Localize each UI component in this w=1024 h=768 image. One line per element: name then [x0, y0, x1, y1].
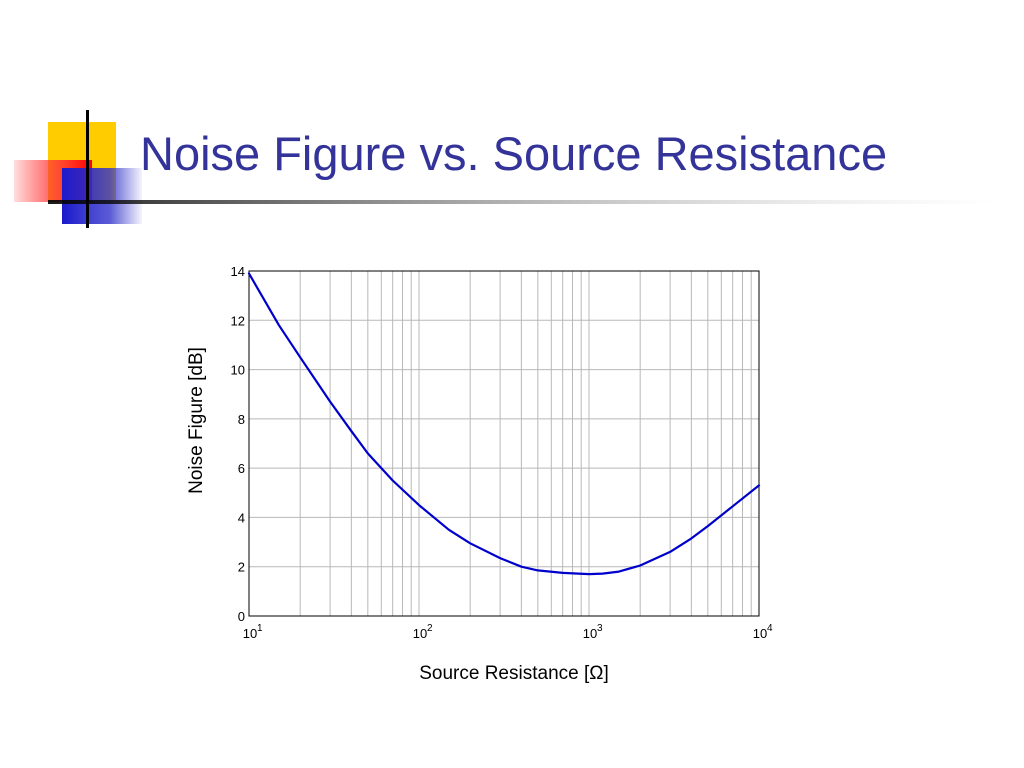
x-axis-ticks: 10 1 10 2 10 3 10 4 [243, 623, 773, 641]
y-tick-label: 12 [231, 313, 245, 328]
slide-decoration [14, 110, 1000, 228]
noise-figure-series-line [247, 272, 761, 576]
y-tick-label: 2 [238, 560, 245, 575]
plot-frame [248, 270, 760, 617]
x-tick-base: 10 [583, 626, 597, 641]
blue-gradient-bar [62, 168, 142, 224]
grid-lines [249, 271, 759, 616]
vertical-rule [86, 110, 89, 228]
x-tick-base: 10 [243, 626, 257, 641]
x-tick-exponent: 1 [257, 623, 263, 634]
x-axis-label: Source Resistance [Ω] [419, 663, 609, 684]
x-tick-label: 10 4 [753, 623, 773, 641]
title-rule [48, 200, 1000, 204]
y-tick-label: 6 [238, 461, 245, 476]
y-axis-ticks: 0 2 4 6 8 10 12 14 [231, 264, 245, 624]
slide-title: Noise Figure vs. Source Resistance [140, 127, 888, 180]
x-tick-exponent: 4 [767, 623, 773, 634]
y-tick-label: 8 [238, 412, 245, 427]
x-tick-base: 10 [413, 626, 427, 641]
x-tick-label: 10 3 [583, 623, 603, 641]
x-tick-exponent: 3 [597, 623, 603, 634]
y-tick-label: 4 [238, 510, 245, 525]
y-tick-label: 0 [238, 609, 245, 624]
x-tick-exponent: 2 [427, 623, 433, 634]
x-tick-base: 10 [753, 626, 767, 641]
x-tick-label: 10 2 [413, 623, 433, 641]
y-axis-label: Noise Figure [dB] [186, 347, 207, 494]
x-tick-label: 10 1 [243, 623, 263, 641]
y-tick-label: 10 [231, 363, 245, 378]
y-tick-label: 14 [231, 264, 245, 279]
